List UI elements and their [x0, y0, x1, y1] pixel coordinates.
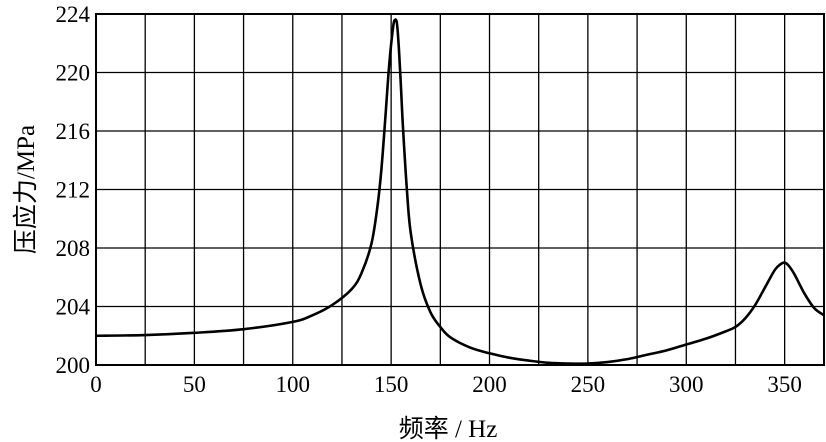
x-axis-ticks: 0 50 100 150 200 250 300 350 — [90, 372, 802, 397]
plot-frame — [95, 13, 825, 366]
x-tick-label: 50 — [183, 372, 206, 397]
series-layer — [95, 18, 825, 365]
x-axis-title: 频率 / Hz — [399, 415, 498, 442]
y-tick-label: 200 — [56, 353, 91, 378]
y-axis-title: 压应力/MPa — [12, 125, 40, 254]
grid — [95, 13, 825, 366]
y-tick-label: 220 — [56, 61, 91, 86]
y-tick-label: 216 — [56, 119, 91, 144]
x-tick-label: 0 — [90, 372, 102, 397]
y-tick-label: 208 — [56, 236, 91, 261]
x-tick-label: 150 — [374, 372, 409, 397]
x-tick-label: 300 — [669, 372, 704, 397]
y-tick-label: 212 — [56, 178, 91, 203]
y-tick-label: 224 — [56, 2, 91, 27]
x-tick-label: 250 — [571, 372, 606, 397]
y-tick-label: 204 — [56, 295, 91, 320]
x-tick-label: 200 — [472, 372, 507, 397]
y-axis-ticks: 200 204 208 212 216 220 224 — [56, 2, 91, 378]
x-tick-label: 350 — [767, 372, 802, 397]
x-tick-label: 100 — [276, 372, 311, 397]
series-line — [95, 18, 825, 365]
